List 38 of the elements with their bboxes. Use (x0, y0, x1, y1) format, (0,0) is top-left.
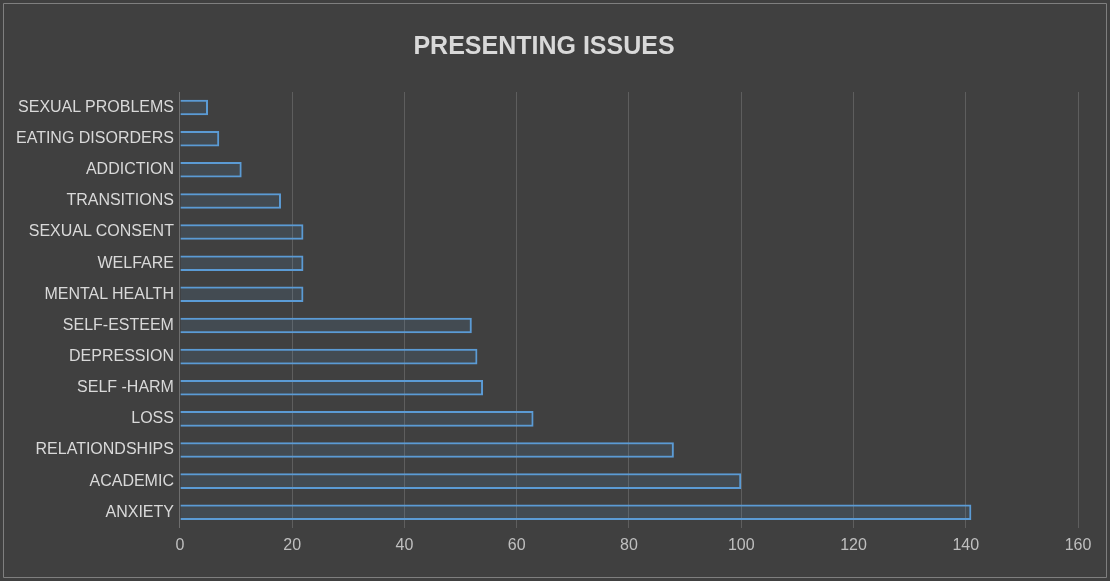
y-tick-label: ADDICTION (85, 160, 174, 178)
y-tick-label: MENTAL HEALTH (44, 284, 174, 302)
bar (180, 130, 220, 147)
x-tick-label: 60 (507, 535, 526, 553)
x-tick-label: 140 (952, 535, 980, 553)
bar (180, 99, 209, 116)
chart-title: PRESENTING ISSUES (413, 30, 675, 59)
y-tick-label: RELATIONDSHIPS (35, 440, 174, 458)
y-tick-label: SEXUAL PROBLEMS (18, 97, 174, 115)
x-tick-label: 80 (620, 535, 638, 553)
bar (180, 348, 478, 365)
x-tick-label: 120 (840, 535, 867, 553)
bar (180, 504, 972, 521)
x-tick-label: 40 (395, 535, 414, 553)
y-tick-label: SEXUAL CONSENT (28, 222, 175, 240)
bar (180, 442, 674, 458)
y-tick-label: TRANSITIONS (66, 191, 174, 209)
x-tick-label: 100 (727, 535, 755, 553)
bar (180, 162, 242, 178)
y-tick-label: SELF-ESTEEM (62, 315, 174, 333)
y-tick-label: EATING DISORDERS (15, 129, 174, 147)
y-tick-label: ANXIETY (105, 502, 175, 520)
y-tick-label: ACADEMIC (89, 471, 174, 489)
bar (180, 255, 304, 271)
bar (180, 317, 472, 334)
x-tick-label: 0 (175, 535, 185, 553)
x-tick-label: 160 (1064, 535, 1092, 553)
bar (180, 411, 534, 427)
bar (180, 286, 304, 303)
bar (180, 379, 484, 396)
x-tick-label: 20 (283, 535, 302, 553)
y-tick-label: WELFARE (97, 253, 174, 271)
bar (180, 193, 281, 209)
y-tick-label: SELF -HARM (77, 378, 174, 396)
bar (180, 224, 304, 240)
y-tick-label: DEPRESSION (69, 347, 174, 364)
bar (180, 473, 742, 489)
y-tick-label: LOSS (131, 409, 174, 427)
